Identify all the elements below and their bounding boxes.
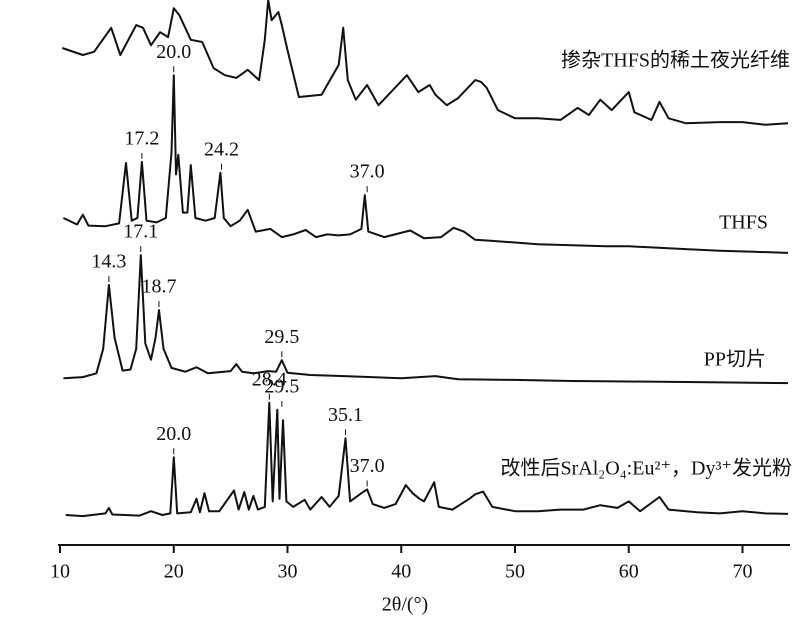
x-tick-label: 40 xyxy=(391,561,411,583)
trace xyxy=(62,74,789,254)
peak-label: 24.2 xyxy=(204,138,239,160)
trace xyxy=(63,254,789,385)
peak-label: 17.1 xyxy=(123,221,158,243)
trace xyxy=(61,0,789,126)
x-tick-label: 50 xyxy=(505,561,525,583)
x-tick-label: 20 xyxy=(164,561,184,583)
peak-label: 20.0 xyxy=(156,423,191,445)
series-label: 改性后SrAl₂O₄:Eu²⁺，Dy³⁺发光粉 xyxy=(501,457,793,480)
peak-label: 20.0 xyxy=(156,41,191,63)
peak-label: 28.4 xyxy=(252,368,287,390)
peak-label: 37.0 xyxy=(350,455,385,477)
peak-label: 17.2 xyxy=(124,127,159,149)
x-tick-label: 10 xyxy=(50,561,70,583)
series-label: THFS xyxy=(719,212,768,234)
trace xyxy=(65,401,789,518)
series-label: 掺杂THFS的稀土夜光纤维 xyxy=(561,49,790,72)
x-tick-label: 70 xyxy=(733,561,753,583)
series-label: PP切片 xyxy=(704,348,766,371)
x-tick-label: 60 xyxy=(619,561,639,583)
peak-label: 29.5 xyxy=(264,375,299,397)
peak-label: 35.1 xyxy=(328,404,363,426)
x-axis-title: 2θ/(°) xyxy=(382,594,428,616)
peak-label: 29.5 xyxy=(264,326,299,348)
x-tick-label: 30 xyxy=(278,561,298,583)
peak-label: 37.0 xyxy=(350,161,385,183)
peak-label: 18.7 xyxy=(141,276,176,298)
peak-label: 14.3 xyxy=(91,251,126,273)
